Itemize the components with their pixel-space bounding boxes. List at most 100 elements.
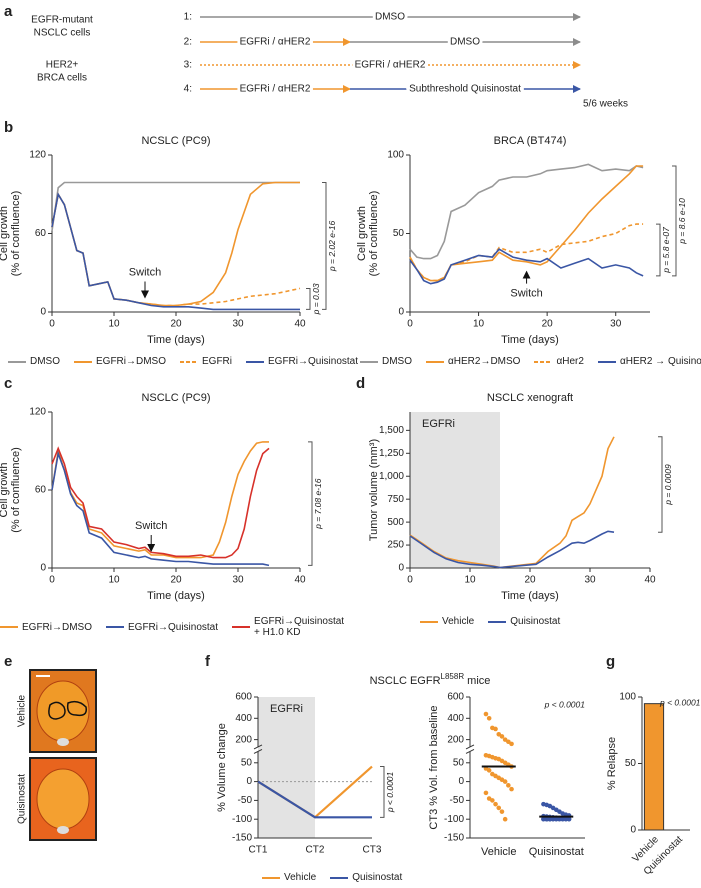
y-tick-label: 0: [458, 776, 464, 787]
cell-type-label: BRCA cells: [37, 73, 87, 84]
chart-title-text: NCSLC (PC9): [141, 135, 210, 147]
y-tick-label: 60: [35, 228, 47, 239]
x-tick-label: 10: [108, 575, 120, 586]
legend: DMSO αHER2→DMSO αHer2 αHER2 → Quisinostat: [360, 356, 701, 367]
series-line: [51, 192, 300, 311]
x-tick-label: CT1: [249, 845, 268, 856]
ct-image-body: [36, 768, 90, 830]
shaded-period-label: EGFRi: [270, 703, 303, 715]
switch-label: Switch: [129, 266, 161, 278]
axis-break: [253, 748, 263, 754]
legend-label: EGFRi: [202, 356, 232, 367]
y-tick-label: -150: [444, 833, 464, 844]
chart-title-text: NSCLC (PC9): [141, 392, 210, 404]
legend-item: EGFRi→DMSO: [74, 356, 166, 367]
series-line: [409, 223, 644, 282]
x-tick-label: 30: [584, 575, 596, 586]
legend-swatch: [360, 360, 378, 363]
legend-item: EGFRi→Quisinostat + H1.0 KD: [232, 616, 352, 638]
y-tick-label: 250: [387, 540, 404, 551]
legend-item: Vehicle: [262, 872, 316, 883]
chart-title-text: BRCA (BT474): [494, 135, 567, 147]
legend-item: Vehicle: [420, 616, 474, 627]
y-axis-label: Cell growth: [0, 206, 10, 261]
y-tick-label: 100: [387, 150, 404, 161]
y-tick-label: 1,250: [379, 448, 404, 459]
legend-item: Quisinostat: [488, 616, 560, 627]
switch-label: Switch: [510, 288, 542, 300]
x-tick-label: 20: [170, 319, 182, 330]
series-line: [257, 780, 372, 819]
legend-label: Quisinostat: [352, 872, 403, 883]
x-tick-label: CT2: [306, 845, 325, 856]
series-line: [51, 181, 300, 307]
point: [547, 816, 553, 822]
x-tick-label: 40: [294, 575, 306, 586]
legend-swatch: [232, 626, 251, 628]
y-tick-label: -50: [238, 795, 253, 806]
y-axis-label: Tumor volume (mm³): [368, 439, 380, 541]
x-tick-label: 0: [407, 575, 413, 586]
p-value: p < 0.0001: [659, 697, 701, 707]
y-tick-label: 0: [40, 307, 46, 318]
legend-label: EGFRi→DMSO: [22, 621, 92, 633]
point: [483, 790, 489, 796]
legend-label: EGFRi→Quisinostat + H1.0 KD: [254, 616, 345, 638]
p-value: p = 2.02 e-16: [327, 220, 337, 272]
point: [496, 805, 502, 811]
cell-type-label: EGFR-mutant: [31, 15, 93, 26]
point: [490, 798, 495, 803]
x-tick-label: 30: [610, 319, 622, 330]
legend-label: EGFRi→Quisinostat: [268, 356, 359, 367]
duration-label: 5/6 weeks: [583, 99, 628, 110]
panel-letter: f: [205, 653, 211, 670]
x-tick-label: 20: [542, 319, 554, 330]
p-bracket: [656, 223, 661, 277]
legend-item: EGFRi→Quisinostat: [246, 356, 358, 367]
legend-label: EGFRi→DMSO: [96, 356, 166, 367]
image-label: Quisinostat: [17, 774, 28, 824]
y-tick-label: 50: [625, 758, 637, 769]
legend-item: EGFRi: [180, 356, 232, 367]
p-value: p = 0.0009: [663, 464, 673, 506]
legend: EGFRi→DMSO EGFRi→Quisinostat EGFRi→Quisino…: [0, 616, 352, 638]
shaded-period: [410, 412, 500, 568]
point: [486, 768, 492, 773]
y-tick-label: 400: [447, 713, 464, 724]
x-axis-label: Time (days): [501, 590, 559, 602]
legend-swatch: [106, 626, 124, 628]
bar: [643, 703, 665, 831]
x-tick-label: 10: [464, 575, 476, 586]
series-line: [51, 192, 301, 307]
x-tick-label: 40: [294, 319, 306, 330]
axis-break: [465, 744, 475, 750]
panel-letter: g: [606, 653, 615, 670]
y-axis-label: % Volume change: [216, 723, 228, 812]
arm-number: 3:: [184, 60, 192, 71]
p-value: p = 0.03: [311, 283, 321, 315]
x-tick-label: 0: [407, 319, 413, 330]
point: [486, 716, 492, 721]
p-bracket: [322, 181, 327, 310]
y-tick-label: 400: [235, 713, 252, 724]
arm-step-label: EGFRi / αHER2: [240, 84, 311, 95]
legend-swatch: [426, 360, 444, 363]
arm-step-label: EGFRi / αHER2: [240, 37, 311, 48]
panel-letter: d: [356, 375, 365, 392]
series-line: [409, 530, 615, 569]
legend-label: αHer2: [556, 356, 584, 367]
y-tick-label: 1,500: [379, 425, 404, 436]
y-tick-label: -100: [232, 814, 252, 825]
p-bracket: [380, 766, 385, 818]
x-axis-label: Time (days): [147, 334, 205, 346]
series-line: [51, 181, 300, 232]
legend-swatch: [262, 876, 280, 879]
x-tick-label: Quisinostat: [529, 846, 584, 858]
point: [560, 816, 565, 822]
point: [506, 783, 511, 788]
y-tick-label: 0: [398, 563, 404, 574]
y-tick-label: 50: [453, 757, 465, 768]
p-value: p = 8.6 e-10: [677, 198, 687, 245]
